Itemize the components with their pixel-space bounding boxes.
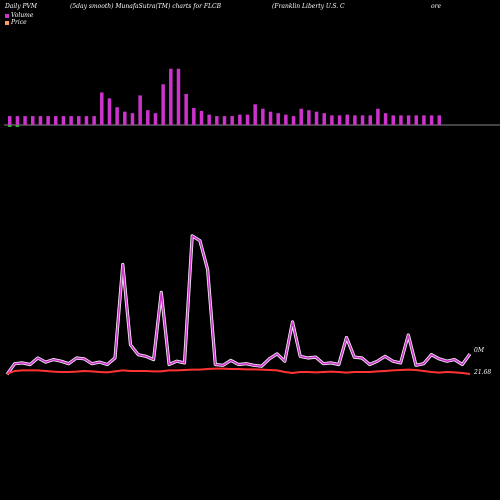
volume-bar: [391, 115, 395, 125]
volume-bar: [199, 110, 204, 125]
volume-line: [6, 235, 471, 375]
price-last-label: 21.68: [474, 369, 492, 376]
volume-bar: [406, 115, 411, 125]
company-name: (Franklin Liberty U.S. C: [272, 3, 345, 10]
volume-bar: [130, 113, 135, 125]
volume-bar: [115, 107, 119, 125]
volume-bar: [138, 95, 142, 125]
legend-volume: Volume: [5, 12, 33, 19]
volume-bar: [261, 108, 265, 125]
volume-bar: [337, 115, 342, 125]
volume-bar: [253, 104, 257, 125]
volume-bar: [322, 113, 326, 125]
legend-volume-label: Volume: [11, 12, 34, 19]
legend-price-label: Price: [11, 19, 27, 26]
volume-bar: [376, 108, 380, 125]
volume-bar: [422, 115, 426, 125]
volume-bar: [230, 116, 234, 125]
volume-bar: [245, 114, 250, 125]
volume-bar: [15, 116, 20, 125]
volume-bar-down-marker: [15, 125, 20, 127]
volume-bar: [307, 110, 311, 125]
volume-bar: [31, 116, 35, 125]
volume-last-label: 0M: [474, 347, 484, 354]
volume-bar: [100, 92, 104, 125]
legend-price: Price: [5, 19, 27, 26]
legend-price-swatch: [5, 20, 9, 25]
volume-bar: [330, 115, 334, 125]
volume-bar: [399, 115, 403, 125]
volume-bar: [238, 114, 242, 125]
volume-bar: [383, 113, 388, 125]
volume-bar: [153, 113, 158, 125]
volume-bar: [92, 116, 96, 125]
volume-bar: [46, 116, 50, 125]
volume-bar: [276, 113, 280, 125]
legend-volume-swatch: [5, 13, 9, 18]
volume-bar: [429, 115, 434, 125]
volume-bar: [314, 111, 319, 125]
volume-bar: [123, 111, 127, 125]
volume-bar: [215, 116, 219, 125]
volume-bar: [353, 115, 357, 125]
volume-bar: [54, 116, 58, 125]
volume-bar: [437, 115, 442, 125]
volume-bar: [368, 115, 372, 125]
volume-bar: [77, 116, 81, 125]
volume-bar: [345, 114, 349, 125]
volume-bar: [299, 108, 303, 125]
chart-title: (5day smooth) MunafaSutra(TM) charts for…: [70, 3, 222, 10]
price-line: [6, 367, 471, 375]
volume-bar-down-marker: [8, 125, 12, 127]
volume-bar: [284, 114, 288, 125]
volume-bar: [169, 68, 173, 125]
volume-bar: [222, 116, 227, 125]
volume-bar: [360, 115, 365, 125]
volume-bar: [69, 116, 73, 125]
volume-bar: [38, 116, 43, 125]
volume-bar: [107, 98, 112, 125]
volume-bar: [207, 114, 211, 125]
volume-bar: [176, 68, 181, 125]
company-name-tail: ore: [431, 3, 442, 10]
volume-bar: [414, 115, 419, 125]
volume-bar: [291, 116, 296, 125]
volume-bar: [8, 116, 12, 125]
volume-bar: [23, 116, 27, 125]
volume-bar: [184, 93, 188, 125]
volume-line-glow: [5, 234, 472, 376]
volume-bar: [61, 116, 66, 125]
volume-bar: [146, 110, 150, 125]
volume-bar: [192, 107, 196, 125]
volume-bar: [84, 116, 89, 125]
volume-bar: [268, 111, 273, 125]
volume-bar: [161, 84, 165, 125]
chart-period-label: Daily PVM: [5, 3, 38, 10]
